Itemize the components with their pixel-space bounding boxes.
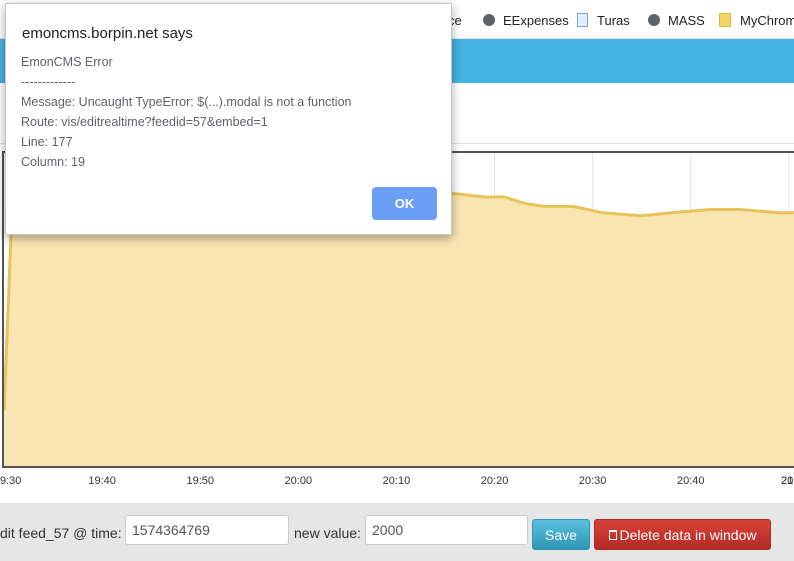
- feed-chart[interactable]: 9:30 19:40 19:50 20:00 20:10 20:20 20:30 20:40 2…: [0, 143, 794, 503]
- x-tick-label: 20:40: [677, 475, 705, 487]
- trash-icon: [608, 529, 617, 540]
- x-tick-label: 9:30: [0, 475, 21, 487]
- bookmark-item-mass[interactable]: MASS: [647, 11, 705, 29]
- save-button[interactable]: Save: [532, 519, 590, 550]
- bookmark-item-mychrom[interactable]: MyChrom: [719, 11, 794, 29]
- x-tick-label: 21: [781, 475, 793, 487]
- alert-dialog: emoncms.borpin.net says EmonCMS Error --…: [5, 3, 452, 235]
- x-tick-label: 20:10: [383, 475, 411, 487]
- folder-icon: [719, 13, 731, 27]
- delete-data-label: Delete data in window: [619, 526, 757, 543]
- dialog-message-line: Message: Uncaught TypeError: $(...).moda…: [21, 95, 352, 109]
- new-value-label: new value:: [294, 525, 361, 541]
- dialog-message-line: -------------: [21, 75, 76, 89]
- x-tick-label: 20:50: [781, 475, 794, 487]
- globe-icon: [648, 14, 660, 26]
- dialog-message-line: Line: 177: [21, 135, 73, 149]
- new-value-input[interactable]: [365, 515, 528, 545]
- x-tick-label: 19:40: [88, 475, 116, 487]
- edit-feed-label: dit feed_57 @ time:: [0, 525, 122, 541]
- document-icon: [577, 13, 588, 27]
- globe-icon: [483, 14, 495, 26]
- bookmark-label: MyChrom: [740, 12, 794, 28]
- bookmark-item-eexpenses[interactable]: EExpenses: [482, 11, 569, 29]
- edit-feed-bar: dit feed_57 @ time: new value: Save Dele…: [0, 503, 794, 561]
- bookmark-label: EExpenses: [503, 12, 569, 28]
- dialog-title: emoncms.borpin.net says: [22, 25, 193, 42]
- time-input[interactable]: [125, 515, 289, 545]
- dialog-message-line: Route: vis/editrealtime?feedid=57&embed=…: [21, 115, 268, 129]
- bookmark-item-turas[interactable]: Turas: [577, 11, 630, 29]
- chart-svg[interactable]: 9:30 19:40 19:50 20:00 20:10 20:20 20:30 20:40 2…: [0, 143, 794, 503]
- x-tick-label: 19:50: [186, 475, 214, 487]
- x-tick-label: 20:20: [481, 475, 509, 487]
- dialog-message-line: EmonCMS Error: [21, 55, 113, 69]
- bookmark-label: MASS: [668, 12, 705, 28]
- x-tick-label: 20:30: [579, 475, 607, 487]
- dialog-message-line: Column: 19: [21, 155, 85, 169]
- delete-data-button[interactable]: Delete data in window: [594, 519, 771, 550]
- bookmark-label: Turas: [597, 12, 630, 28]
- ok-button[interactable]: OK: [372, 187, 437, 220]
- x-tick-label: 20:00: [285, 475, 313, 487]
- series-area: [4, 162, 794, 467]
